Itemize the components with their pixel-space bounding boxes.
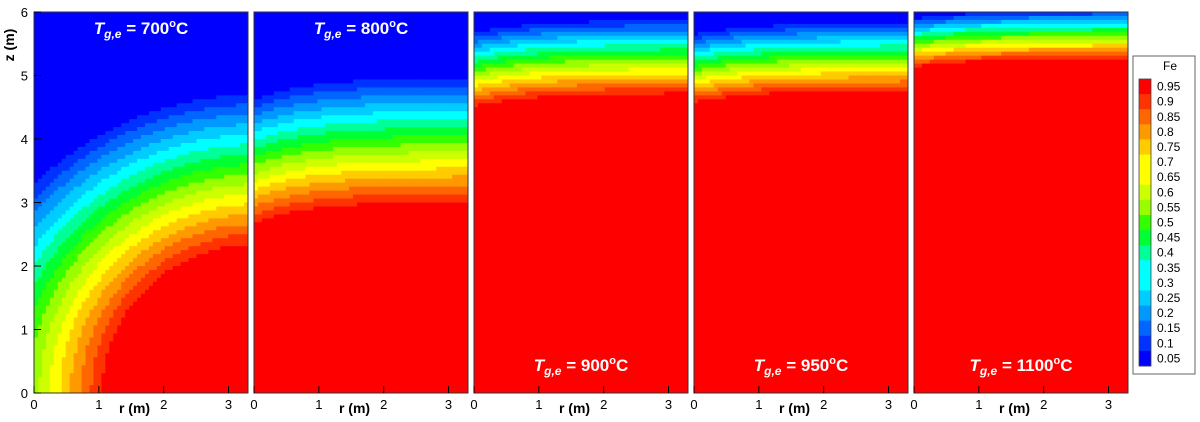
legend-swatch bbox=[1139, 335, 1151, 352]
contour-panel-3: 0 1 2 3 r (m) Tg,e = 900oC bbox=[470, 11, 689, 416]
panels-layer: 0 1 2 3 r (m) Tg,e = 700oC 0 1 2 3 r (m) Tg,e = 800… bbox=[30, 11, 1129, 416]
legend-level-label: 0.85 bbox=[1157, 110, 1181, 124]
panel-title: Tg,e = 900oC bbox=[534, 355, 629, 378]
x-axis-label: r (m) bbox=[559, 400, 590, 416]
legend-level-label: 0.4 bbox=[1157, 246, 1174, 260]
legend-swatch bbox=[1139, 199, 1151, 216]
legend-swatch bbox=[1139, 260, 1151, 276]
x-tick-label: 3 bbox=[665, 397, 672, 412]
panel-title: Tg,e = 800oC bbox=[314, 18, 409, 41]
contour-fill bbox=[474, 12, 688, 393]
x-tick-label: 0 bbox=[30, 397, 37, 412]
y-tick-label: 0 bbox=[21, 386, 28, 401]
x-tick-label: 3 bbox=[1105, 397, 1112, 412]
y-tick-label: 4 bbox=[21, 132, 28, 147]
x-tick-label: 0 bbox=[250, 397, 257, 412]
legend-level-label: 0.1 bbox=[1157, 336, 1174, 350]
y-tick-label: 1 bbox=[21, 323, 28, 338]
panel-title: Tg,e = 1100oC bbox=[969, 355, 1072, 378]
legend-swatch bbox=[1139, 350, 1151, 367]
legend-swatch bbox=[1139, 169, 1151, 186]
y-tick-label: 3 bbox=[21, 196, 28, 211]
legend-level-label: 0.75 bbox=[1157, 140, 1181, 154]
legend-swatch bbox=[1139, 94, 1151, 110]
legend-level-label: 0.35 bbox=[1157, 261, 1181, 275]
legend-title: Fe bbox=[1163, 59, 1177, 73]
legend-swatch bbox=[1139, 230, 1151, 246]
y-tick-label: 5 bbox=[21, 69, 28, 84]
contour-panel-5: 0 1 2 3 r (m) Tg,e = 1100oC bbox=[910, 11, 1129, 416]
legend-swatch bbox=[1139, 154, 1151, 171]
legend-swatch bbox=[1139, 124, 1151, 140]
x-tick-label: 1 bbox=[535, 397, 542, 412]
axis-layer: 0 1 2 3 4 5 6 z (m) bbox=[1, 5, 41, 401]
legend-level-label: 0.05 bbox=[1157, 351, 1181, 365]
legend-level-label: 0.65 bbox=[1157, 170, 1181, 184]
legend-level-label: 0.7 bbox=[1157, 155, 1174, 169]
x-tick-label: 2 bbox=[160, 397, 167, 412]
legend-swatch bbox=[1139, 184, 1151, 201]
x-tick-label: 3 bbox=[885, 397, 892, 412]
legend-swatch bbox=[1139, 245, 1151, 261]
contour-fill bbox=[694, 12, 908, 393]
x-tick-label: 2 bbox=[1040, 397, 1047, 412]
contour-panel-4: 0 1 2 3 r (m) Tg,e = 950oC bbox=[690, 11, 909, 416]
legend-swatch bbox=[1139, 79, 1151, 95]
legend-level-label: 0.5 bbox=[1157, 216, 1174, 230]
panel-frame bbox=[473, 11, 689, 394]
x-axis-label: r (m) bbox=[339, 400, 370, 416]
x-tick-label: 0 bbox=[470, 397, 477, 412]
legend-level-label: 0.3 bbox=[1157, 276, 1174, 290]
legend-swatch bbox=[1139, 109, 1151, 125]
panel-frame bbox=[913, 11, 1129, 394]
x-axis-label: r (m) bbox=[119, 400, 150, 416]
legend-level-label: 0.15 bbox=[1157, 321, 1181, 335]
x-tick-label: 1 bbox=[95, 397, 102, 412]
legend-swatch bbox=[1139, 214, 1151, 231]
x-tick-label: 2 bbox=[600, 397, 607, 412]
legend-swatch bbox=[1139, 275, 1151, 291]
contour-fill bbox=[914, 12, 1128, 393]
legend-swatch bbox=[1139, 290, 1151, 307]
x-tick-label: 0 bbox=[910, 397, 917, 412]
legend-swatch bbox=[1139, 305, 1151, 322]
panel-title: Tg,e = 950oC bbox=[754, 355, 849, 378]
panel-frame bbox=[693, 11, 909, 394]
legend-level-label: 0.8 bbox=[1157, 125, 1174, 139]
legend-level-label: 0.9 bbox=[1157, 95, 1174, 109]
x-tick-label: 0 bbox=[690, 397, 697, 412]
legend-bar-frame bbox=[1138, 78, 1152, 367]
x-tick-label: 2 bbox=[380, 397, 387, 412]
panel-title: Tg,e = 700oC bbox=[94, 18, 189, 41]
legend-swatch bbox=[1139, 320, 1151, 337]
legend-level-label: 0.25 bbox=[1157, 291, 1181, 305]
legend-level-label: 0.95 bbox=[1157, 80, 1181, 94]
x-axis-label: r (m) bbox=[779, 400, 810, 416]
contour-panel-2: 0 1 2 3 r (m) Tg,e = 800oC bbox=[250, 11, 469, 416]
contour-fill bbox=[254, 12, 468, 393]
legend-level-label: 0.55 bbox=[1157, 200, 1181, 214]
x-tick-label: 3 bbox=[225, 397, 232, 412]
y-tick-label: 6 bbox=[21, 5, 28, 20]
y-axis-label: z (m) bbox=[1, 29, 17, 62]
x-tick-label: 1 bbox=[315, 397, 322, 412]
y-tick-label: 2 bbox=[21, 259, 28, 274]
legend-level-label: 0.2 bbox=[1157, 306, 1174, 320]
legend-swatch bbox=[1139, 139, 1151, 156]
x-tick-label: 3 bbox=[445, 397, 452, 412]
contour-panel-1: 0 1 2 3 r (m) Tg,e = 700oC bbox=[30, 11, 249, 416]
x-tick-label: 1 bbox=[975, 397, 982, 412]
colorbar-legend: Fe0.950.90.850.80.750.70.650.60.550.50.4… bbox=[1132, 55, 1196, 375]
contour-fill bbox=[34, 12, 248, 393]
x-tick-label: 1 bbox=[755, 397, 762, 412]
legend-level-label: 0.45 bbox=[1157, 231, 1181, 245]
legend-level-label: 0.6 bbox=[1157, 185, 1174, 199]
x-tick-label: 2 bbox=[820, 397, 827, 412]
panel-frame bbox=[253, 11, 469, 394]
x-axis-label: r (m) bbox=[999, 400, 1030, 416]
